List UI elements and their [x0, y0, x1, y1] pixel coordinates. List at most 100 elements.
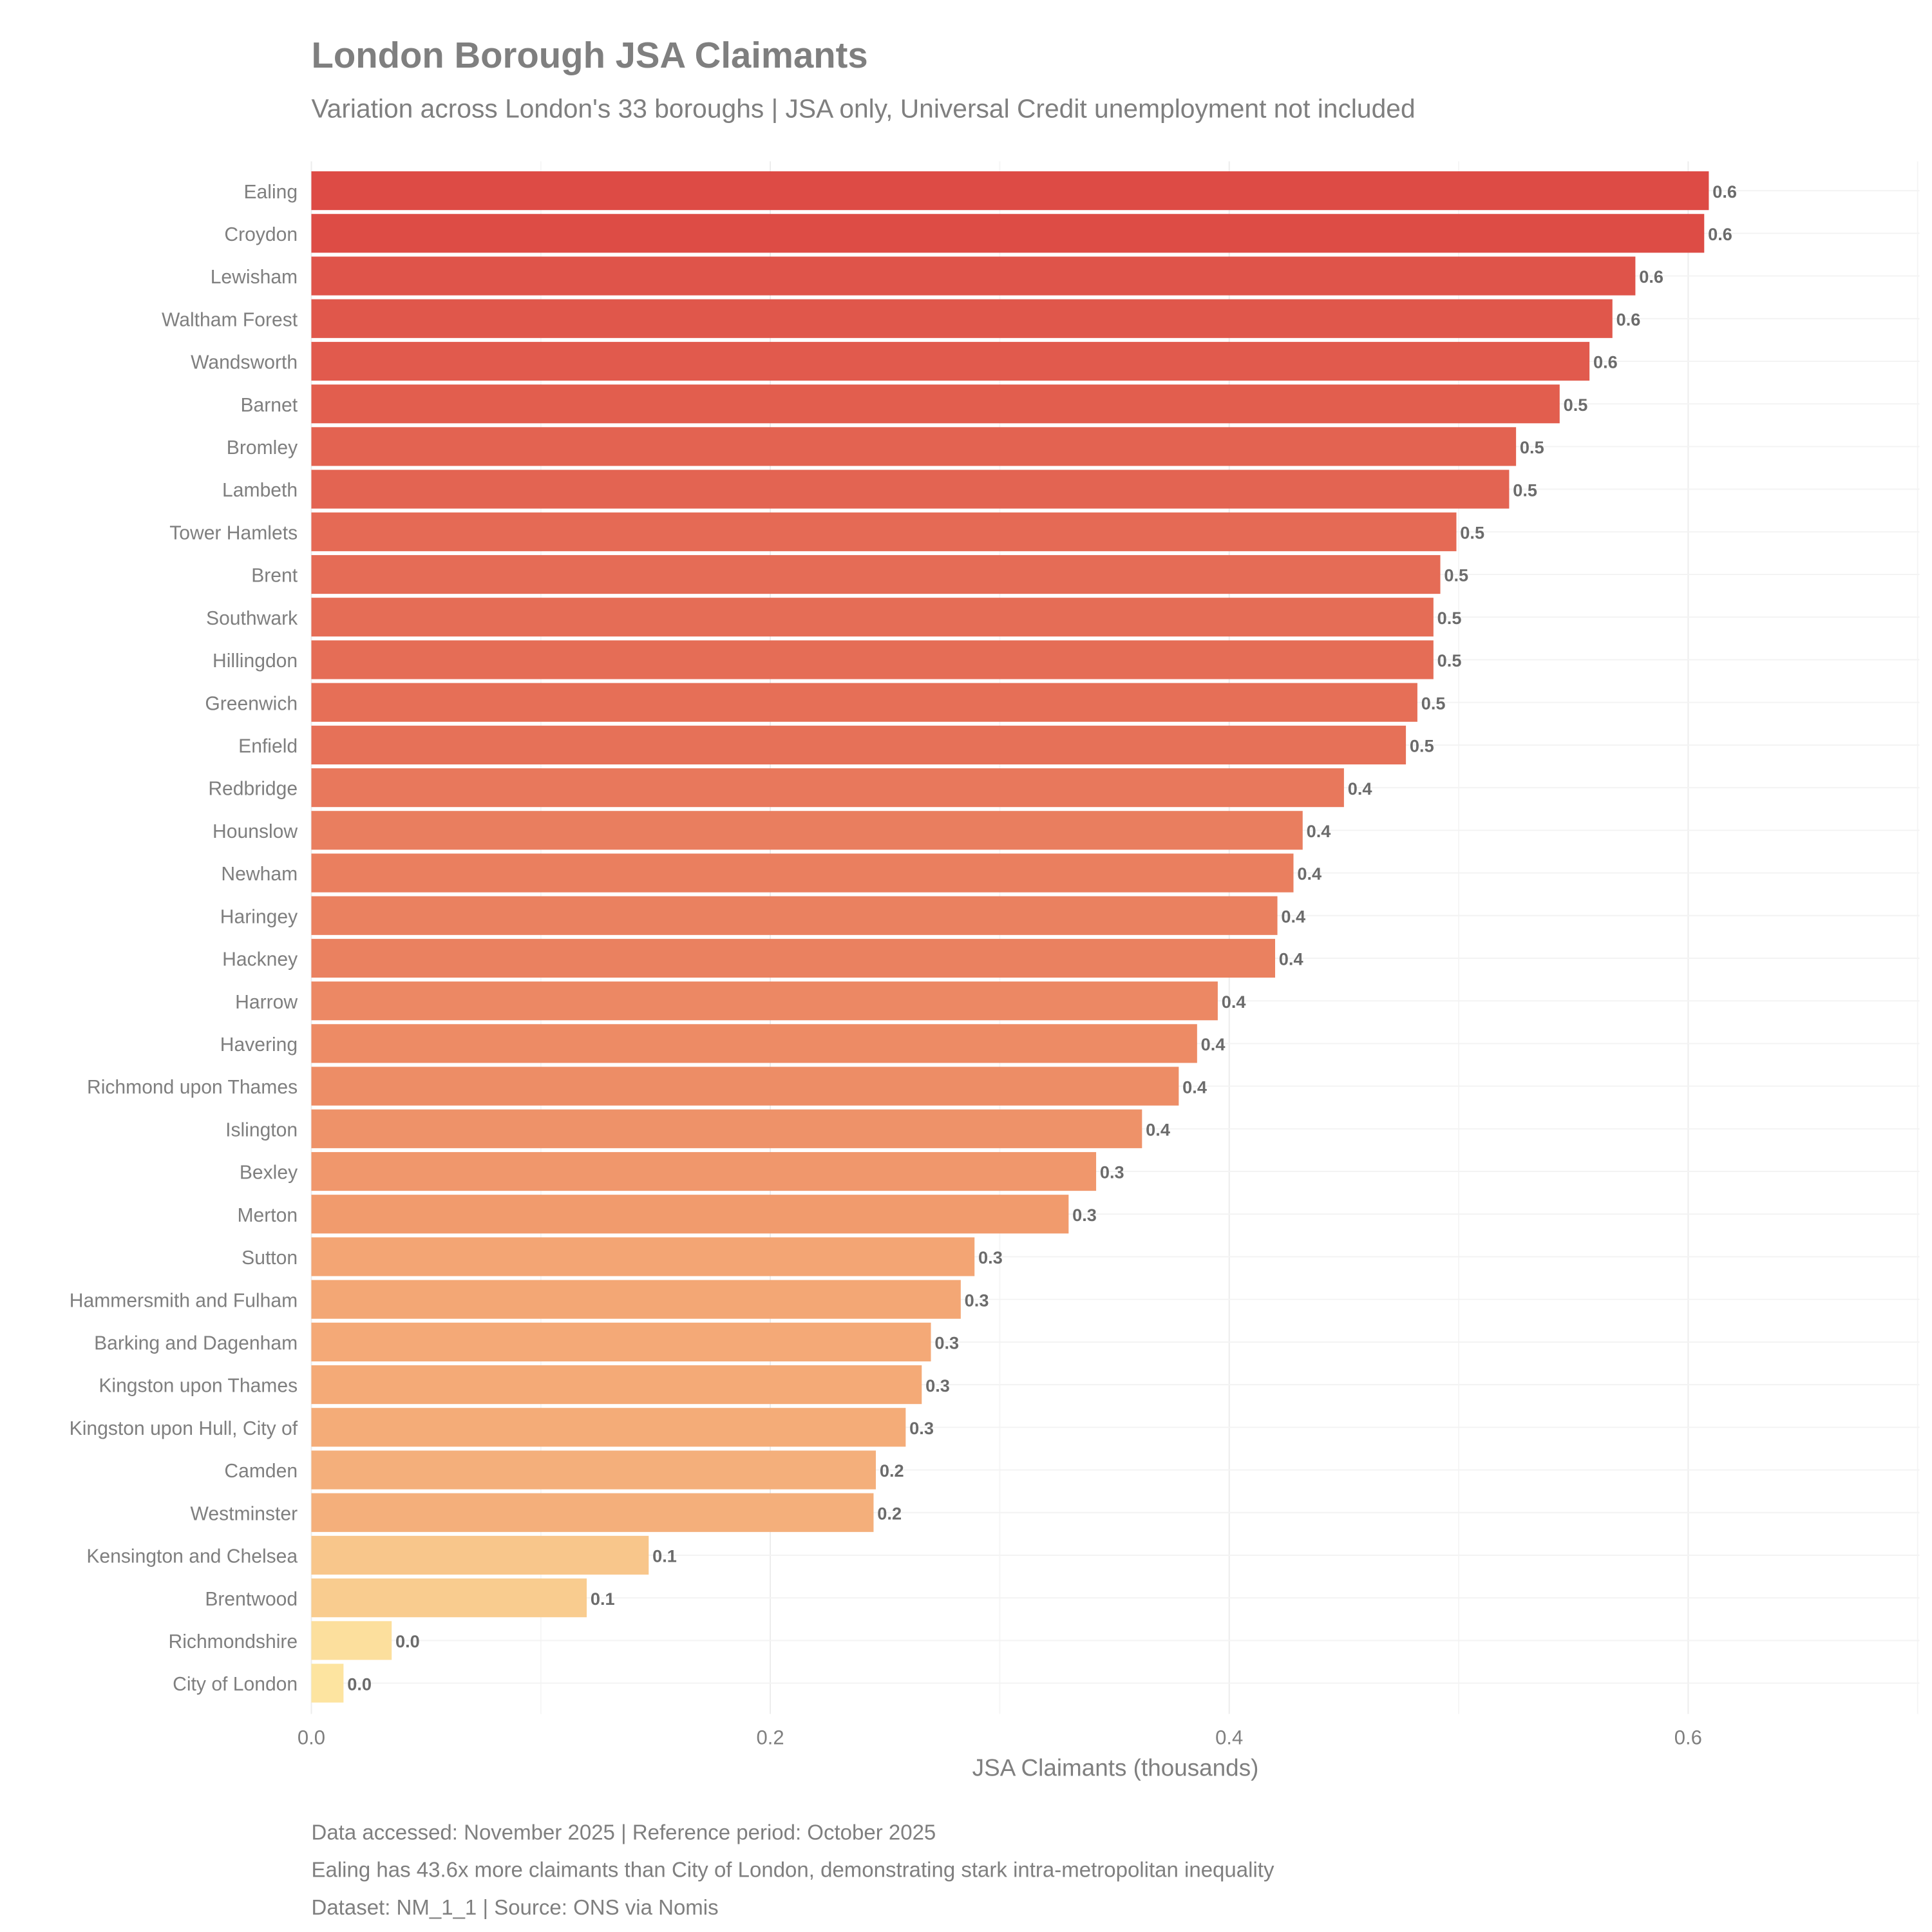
- bar: [311, 427, 1517, 466]
- y-tick-label: Lewisham: [211, 267, 298, 288]
- data-label: 0.5: [1460, 523, 1484, 543]
- data-label: 0.4: [1279, 949, 1303, 969]
- bar: [311, 171, 1709, 211]
- data-label: 0.3: [1072, 1205, 1097, 1225]
- x-axis-label: JSA Claimants (thousands): [972, 1754, 1259, 1781]
- y-tick-label: Haringey: [220, 906, 298, 927]
- y-tick-label: Croydon: [224, 224, 298, 245]
- y-tick-label: Kingston upon Hull, City of: [70, 1418, 298, 1439]
- data-label: 0.4: [1146, 1119, 1170, 1139]
- caption-1: Data accessed: November 2025 | Reference…: [311, 1820, 936, 1844]
- bar: [311, 640, 1434, 679]
- y-tick-label: Lambeth: [222, 480, 298, 501]
- data-label: 0.0: [395, 1631, 420, 1651]
- bar: [311, 1450, 876, 1490]
- caption-2: Ealing has 43.6x more claimants than Cit…: [311, 1858, 1274, 1882]
- data-label: 0.1: [591, 1589, 615, 1609]
- bar: [311, 554, 1441, 594]
- bar: [311, 1663, 344, 1703]
- y-tick-label: Brent: [251, 565, 298, 587]
- bar: [311, 512, 1457, 551]
- data-label: 0.6: [1616, 309, 1641, 329]
- bar: [311, 811, 1303, 850]
- data-label: 0.6: [1708, 224, 1732, 244]
- bar: [311, 299, 1613, 338]
- bar: [311, 598, 1434, 637]
- bar: [311, 1195, 1069, 1234]
- bar: [311, 384, 1560, 424]
- data-label: 0.5: [1513, 480, 1537, 500]
- y-tick-label: Tower Hamlets: [169, 522, 298, 544]
- chart-subtitle: Variation across London's 33 boroughs | …: [311, 94, 1415, 124]
- y-tick-label: City of London: [173, 1674, 298, 1695]
- data-label: 0.5: [1410, 736, 1434, 756]
- bar: [311, 1493, 874, 1532]
- data-label: 0.5: [1444, 565, 1468, 585]
- x-axis-ticks: 0.0 0.2 0.4 0.6: [298, 1727, 1702, 1749]
- y-tick-label: Camden: [224, 1461, 298, 1482]
- data-label: 0.3: [925, 1376, 950, 1396]
- bar: [311, 214, 1705, 253]
- bar: [311, 1237, 975, 1276]
- data-label: 0.3: [965, 1290, 989, 1310]
- y-tick-label: Southwark: [206, 608, 298, 629]
- bar: [311, 256, 1636, 296]
- bar: [311, 768, 1344, 808]
- y-tick-label: Redbridge: [208, 779, 298, 800]
- chart-title: London Borough JSA Claimants: [311, 35, 867, 75]
- data-label: 0.4: [1222, 992, 1246, 1012]
- x-tick-label: 0.4: [1215, 1727, 1243, 1749]
- data-label: 0.4: [1281, 906, 1305, 926]
- data-label: 0.5: [1421, 693, 1446, 713]
- y-tick-label: Bromley: [227, 437, 298, 459]
- bar: [311, 683, 1417, 722]
- y-tick-label: Barnet: [241, 395, 298, 416]
- data-label: 0.5: [1564, 395, 1588, 415]
- y-tick-label: Brentwood: [205, 1589, 298, 1610]
- bar: [311, 1151, 1097, 1191]
- data-label: 0.4: [1201, 1034, 1226, 1054]
- bar: [311, 725, 1406, 764]
- data-label: 0.5: [1520, 437, 1544, 457]
- y-tick-label: Greenwich: [205, 693, 298, 714]
- data-label: 0.4: [1297, 864, 1321, 884]
- y-tick-label: Barking and Dagenham: [94, 1333, 298, 1354]
- bar: [311, 469, 1510, 509]
- data-label: 0.3: [934, 1333, 959, 1353]
- y-tick-label: Harrow: [235, 992, 298, 1013]
- bar: [311, 1578, 587, 1618]
- y-tick-label: Havering: [220, 1034, 298, 1056]
- y-tick-label: Islington: [225, 1119, 298, 1141]
- bar: [311, 896, 1278, 935]
- x-tick-label: 0.6: [1674, 1727, 1702, 1749]
- data-label: 0.5: [1437, 650, 1462, 670]
- data-label: 0.4: [1307, 821, 1331, 841]
- y-tick-label: Hillingdon: [213, 650, 298, 672]
- y-tick-label: Newham: [221, 864, 298, 885]
- bar: [311, 1621, 392, 1660]
- y-tick-label: Waltham Forest: [162, 309, 298, 330]
- data-label: 0.2: [880, 1461, 904, 1481]
- data-label: 0.5: [1437, 608, 1462, 628]
- y-tick-label: Bexley: [240, 1162, 298, 1184]
- y-tick-label: Richmond upon Thames: [87, 1077, 298, 1098]
- bar: [311, 938, 1276, 978]
- bar: [311, 1024, 1197, 1063]
- x-tick-label: 0.2: [757, 1727, 784, 1749]
- data-label: 0.6: [1593, 352, 1618, 372]
- bar: [311, 1365, 922, 1405]
- data-label: 0.2: [877, 1503, 902, 1523]
- y-tick-label: Ealing: [244, 182, 298, 203]
- bars: Ealing 0.6 Croydon 0.6 Lewisham 0.6 Waltham Fo…: [70, 171, 1737, 1703]
- data-label: 0.6: [1712, 182, 1737, 202]
- y-tick-label: Kensington and Chelsea: [86, 1546, 298, 1567]
- bar: [311, 1109, 1142, 1148]
- data-label: 0.4: [1348, 779, 1372, 799]
- y-tick-label: Richmondshire: [169, 1631, 298, 1653]
- x-tick-label: 0.0: [298, 1727, 325, 1749]
- bar: [311, 1535, 649, 1575]
- bar: [311, 981, 1218, 1021]
- bar: [311, 1322, 931, 1361]
- data-label: 0.6: [1639, 267, 1663, 287]
- data-label: 0.1: [652, 1546, 677, 1566]
